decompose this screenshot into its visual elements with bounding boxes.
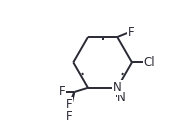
Text: F: F xyxy=(66,110,72,123)
Text: Cl: Cl xyxy=(143,56,155,69)
Text: N: N xyxy=(117,91,126,104)
Text: F: F xyxy=(66,98,72,111)
Text: F: F xyxy=(128,26,134,39)
Text: N: N xyxy=(113,81,122,94)
Text: F: F xyxy=(59,86,65,98)
